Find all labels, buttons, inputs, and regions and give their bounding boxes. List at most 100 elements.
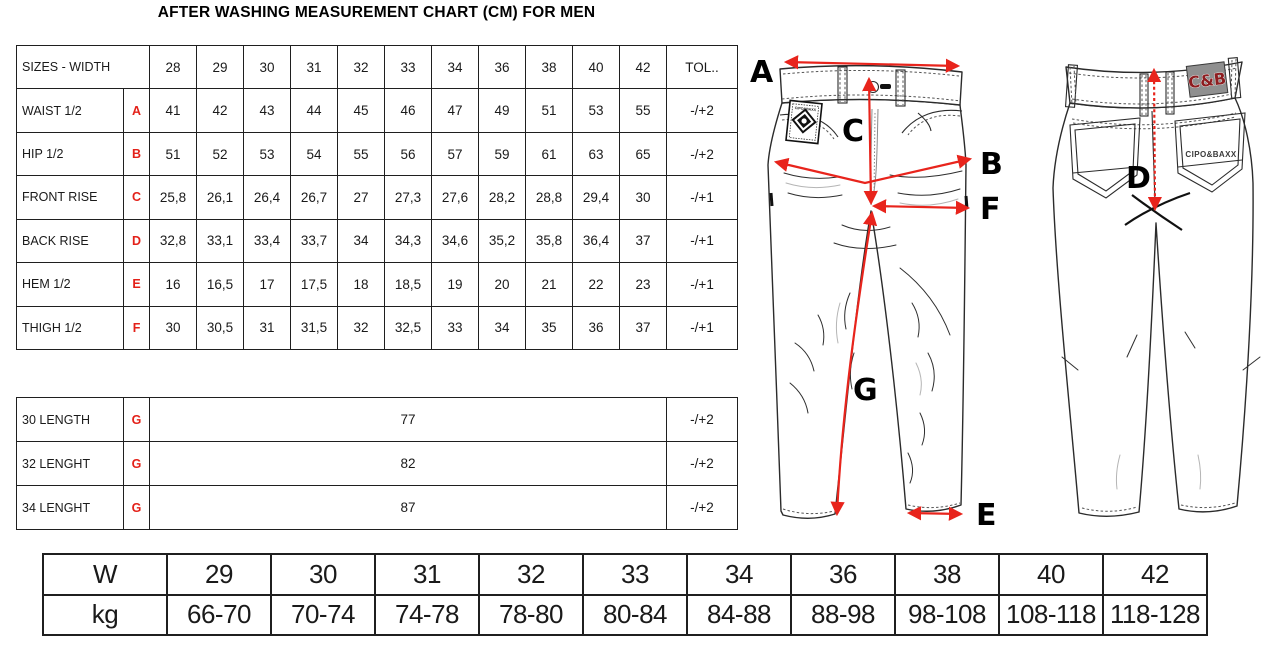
letter-cell: B: [122, 131, 151, 177]
front-label-e: E: [976, 498, 997, 530]
length-value-cell: 77: [149, 397, 667, 442]
table-row: WAIST 1/2 A 41 42 43 44 45 46 47 49 51 5…: [16, 88, 739, 133]
value-cell: 47: [431, 88, 480, 133]
value-cell: 55: [619, 88, 668, 133]
front-label-c: C: [842, 114, 864, 149]
arrow-a-waist: [783, 55, 961, 73]
value-cell: 17: [243, 262, 292, 307]
kg-cell: 98-108: [894, 593, 1000, 636]
front-label-f: F: [980, 192, 1001, 227]
value-cell: 43: [243, 88, 292, 133]
measure-label-cell: FRONT RISE: [16, 175, 124, 220]
value-cell: 65: [619, 131, 668, 177]
sizes-width-header: SIZES - WIDTH: [15, 44, 151, 90]
kg-cell: 84-88: [686, 593, 792, 636]
size-header-cell: 38: [525, 44, 574, 90]
width-cell: 36: [790, 553, 896, 596]
measure-label-cell: HEM 1/2: [16, 262, 124, 307]
table-row: HIP 1/2 B 51 52 53 54 55 56 57 59 61 63 …: [16, 131, 739, 177]
table-header-row: SIZES - WIDTH 28 29 30 31 32 33 34 36 38…: [15, 44, 739, 90]
measure-label-cell: WAIST 1/2: [16, 88, 124, 133]
waistband: [779, 64, 963, 106]
back-label-d: D: [1126, 161, 1151, 196]
value-cell: 52: [196, 131, 245, 177]
value-cell: 16,5: [196, 262, 245, 307]
width-cell: 34: [686, 553, 792, 596]
value-cell: 53: [243, 131, 292, 177]
value-cell: 17,5: [290, 262, 339, 307]
tol-cell: -/+1: [666, 262, 739, 307]
size-measurement-table: SIZES - WIDTH 28 29 30 31 32 33 34 36 38…: [15, 44, 739, 351]
kg-cell: 80-84: [582, 593, 688, 636]
size-header-cell: 42: [619, 44, 668, 90]
value-cell: 44: [290, 88, 339, 133]
value-cell: 54: [290, 131, 339, 177]
value-cell: 37: [619, 218, 668, 264]
value-cell: 30: [149, 305, 198, 351]
value-cell: 42: [196, 88, 245, 133]
value-cell: 36,4: [572, 218, 621, 264]
size-header-cell: 32: [337, 44, 386, 90]
width-row: W 29 30 31 32 33 34 36 38 40 42: [42, 553, 1208, 596]
back-pocket-brand-text: CIPO&BAXX: [1185, 150, 1236, 159]
jeans-front-diagram: CIPO&BAXX: [750, 55, 1003, 530]
value-cell: 25,8: [149, 175, 198, 220]
measure-label-cell: HIP 1/2: [16, 131, 124, 177]
front-label-g: G: [853, 373, 878, 408]
width-cell: 30: [270, 553, 376, 596]
value-cell: 53: [572, 88, 621, 133]
jeans-back-diagram: C&B CIPO&BAXX: [1052, 57, 1261, 517]
value-cell: 51: [149, 131, 198, 177]
width-cell: 32: [478, 553, 584, 596]
width-cell: 29: [166, 553, 272, 596]
value-cell: 34,3: [384, 218, 433, 264]
front-brand-patch: CIPO&BAXX: [785, 99, 823, 145]
value-cell: 27: [337, 175, 386, 220]
value-cell: 26,7: [290, 175, 339, 220]
back-pocket-left: [1069, 117, 1141, 199]
size-header-cell: 28: [149, 44, 198, 90]
tol-cell: -/+1: [666, 218, 739, 264]
right-pocket: [901, 109, 963, 134]
value-cell: 31: [243, 305, 292, 351]
arrow-g-inseam: [830, 210, 878, 517]
value-cell: 55: [337, 131, 386, 177]
table-row: 34 LENGHT G 87 -/+2: [16, 485, 738, 530]
value-cell: 26,1: [196, 175, 245, 220]
letter-cell: G: [123, 485, 150, 530]
kg-cell: 70-74: [270, 593, 376, 636]
back-pocket-right: CIPO&BAXX: [1174, 112, 1246, 193]
value-cell: 41: [149, 88, 198, 133]
length-label-cell: 30 LENGTH: [16, 397, 124, 442]
tol-cell: -/+2: [666, 88, 739, 133]
jeans-back-outline: C&B CIPO&BAXX: [1052, 57, 1261, 517]
value-cell: 33,4: [243, 218, 292, 264]
value-cell: 35: [525, 305, 574, 351]
table-row: 32 LENGHT G 82 -/+2: [16, 441, 738, 486]
measurement-arrows-front: [773, 55, 973, 521]
width-cell: 33: [582, 553, 688, 596]
jeans-front-outline: CIPO&BAXX: [767, 64, 969, 519]
front-label-a: A: [750, 55, 774, 90]
value-cell: 49: [478, 88, 527, 133]
size-header-cell: 36: [478, 44, 527, 90]
value-cell: 22: [572, 262, 621, 307]
table-row: FRONT RISE C 25,8 26,1 26,4 26,7 27 27,3…: [16, 175, 739, 220]
value-cell: 45: [337, 88, 386, 133]
value-cell: 59: [478, 131, 527, 177]
value-cell: 18,5: [384, 262, 433, 307]
width-cell: 31: [374, 553, 480, 596]
bartack-left: [769, 192, 774, 207]
value-cell: 21: [525, 262, 574, 307]
table-row: 30 LENGTH G 77 -/+2: [16, 397, 738, 442]
length-value-cell: 87: [149, 485, 667, 530]
value-cell: 32,5: [384, 305, 433, 351]
value-cell: 37: [619, 305, 668, 351]
tol-cell: -/+2: [666, 397, 738, 442]
size-header-cell: 34: [431, 44, 480, 90]
arrow-d-back-rise: [1146, 67, 1163, 212]
table-row: HEM 1/2 E 16 16,5 17 17,5 18 18,5 19 20 …: [16, 262, 739, 307]
length-value-cell: 82: [149, 441, 667, 486]
kg-cell: 66-70: [166, 593, 272, 636]
width-cell: 40: [998, 553, 1104, 596]
